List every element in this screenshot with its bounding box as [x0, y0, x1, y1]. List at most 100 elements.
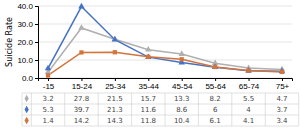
- x-tick-label: 55-64: [205, 82, 226, 91]
- series-marker: [112, 36, 118, 42]
- x-tick: 75+: [276, 78, 290, 91]
- data-label: 4.1: [243, 117, 254, 125]
- plot: 0.0 10.0 20.0 30.0 40.0 -15 15-24 25-34 35-44 45-…: [17, 2, 292, 91]
- series-marker: [180, 57, 184, 61]
- table-rule: [198, 93, 199, 126]
- x-tick-mark: [81, 78, 82, 81]
- series-marker: [113, 50, 117, 54]
- table-rule: [98, 93, 99, 126]
- x-tick-mark: [182, 78, 183, 81]
- x-tick: 65-74: [239, 78, 260, 91]
- data-label: 15.7: [140, 95, 156, 103]
- table-rule: [22, 104, 299, 105]
- x-tick: -15: [43, 78, 55, 91]
- grid-line: [38, 24, 292, 25]
- table-rule: [265, 93, 266, 126]
- y-tick-label: 10.0: [17, 56, 33, 65]
- table-rule: [31, 93, 32, 126]
- y-tick-label: 0.0: [22, 74, 34, 83]
- table-rule: [22, 93, 23, 126]
- table-rule: [64, 93, 65, 126]
- y-tick-mark: [35, 60, 38, 61]
- series-marker: [245, 67, 251, 73]
- y-axis: 0.0 10.0 20.0 30.0 40.0: [17, 2, 38, 83]
- y-axis-title: Suicide Rate: [5, 17, 14, 67]
- series-marker: [145, 53, 151, 59]
- grid-line: [38, 42, 292, 43]
- x-tick-label: 35-44: [139, 82, 160, 91]
- data-label: 3.7: [276, 106, 287, 114]
- y-tick: 20.0: [17, 38, 38, 47]
- series-line: [48, 28, 282, 72]
- series-marker: [145, 46, 151, 52]
- data-label: 27.8: [74, 95, 90, 103]
- table-rule: [231, 93, 232, 126]
- series-line: [48, 52, 282, 75]
- x-tick-mark: [148, 78, 149, 81]
- table-rule: [22, 115, 299, 116]
- row-swatch: [25, 95, 29, 102]
- x-tick: 25-34: [105, 78, 126, 91]
- y-tick-mark: [35, 78, 38, 79]
- grid: [38, 6, 292, 78]
- y-tick-label: 40.0: [17, 2, 33, 11]
- series-marker: [280, 70, 284, 74]
- data-label: 21.5: [107, 95, 123, 103]
- data-label: 1.4: [42, 117, 54, 125]
- y-tick-mark: [35, 24, 38, 25]
- data-label: 3.4: [276, 117, 288, 125]
- table-rule: [298, 93, 299, 126]
- data-label: 10.4: [174, 117, 190, 125]
- data-label: 21.3: [107, 106, 123, 114]
- data-label: 39.7: [74, 106, 90, 114]
- series-line: [48, 7, 282, 72]
- series-marker: [46, 73, 50, 77]
- series-marker: [212, 63, 218, 69]
- x-tick-label: 45-54: [172, 82, 193, 91]
- series-marker: [279, 68, 285, 74]
- table-rule: [22, 93, 299, 94]
- data-label: 6: [213, 106, 218, 114]
- x-tick: 55-64: [205, 78, 226, 91]
- series-marker: [146, 55, 150, 59]
- data-label: 6.1: [210, 117, 221, 125]
- data-label: 3.2: [42, 95, 53, 103]
- series-marker: [79, 50, 83, 54]
- data-label: 5.5: [243, 95, 254, 103]
- lines: [48, 7, 282, 76]
- data-label: 11.8: [140, 117, 156, 125]
- data-label: 8.2: [210, 95, 221, 103]
- y-tick-label: 20.0: [17, 38, 33, 47]
- data-label: 4.7: [276, 95, 287, 103]
- x-tick-label: 75+: [276, 82, 290, 91]
- y-tick: 10.0: [17, 56, 38, 65]
- x-tick-mark: [282, 78, 283, 81]
- chart: 0.0 10.0 20.0 30.0 40.0 -15 15-24 25-34 35-44 45-…: [0, 0, 300, 128]
- series-marker: [178, 50, 184, 56]
- x-tick-mark: [115, 78, 116, 81]
- markers: [45, 3, 285, 78]
- data-table: 3.227.821.515.713.38.25.54.75.339.721.31…: [22, 93, 299, 126]
- series-marker: [45, 65, 51, 71]
- y-tick-label: 30.0: [17, 20, 33, 29]
- y-tick-mark: [35, 42, 38, 43]
- x-tick-label: 65-74: [239, 82, 260, 91]
- series-marker: [78, 24, 84, 30]
- x-tick: 35-44: [139, 78, 160, 91]
- x-tick-mark: [249, 78, 250, 81]
- data-label: 8.6: [176, 106, 188, 114]
- series-marker: [213, 65, 217, 69]
- row-swatch: [25, 106, 29, 113]
- data-label: 4: [246, 106, 251, 114]
- table-rule: [165, 93, 166, 126]
- x-axis: -15 15-24 25-34 35-44 45-54 55-64 65-74 75+: [39, 78, 293, 91]
- data-label: 5.3: [42, 106, 53, 114]
- x-axis-line: [39, 79, 293, 82]
- table-rule: [22, 126, 299, 127]
- row-swatch: [25, 117, 29, 124]
- x-tick-mark: [48, 78, 49, 81]
- y-tick-mark: [35, 6, 38, 7]
- x-tick: 45-54: [172, 78, 193, 91]
- table-rule: [131, 93, 132, 126]
- x-tick: 15-24: [72, 78, 93, 91]
